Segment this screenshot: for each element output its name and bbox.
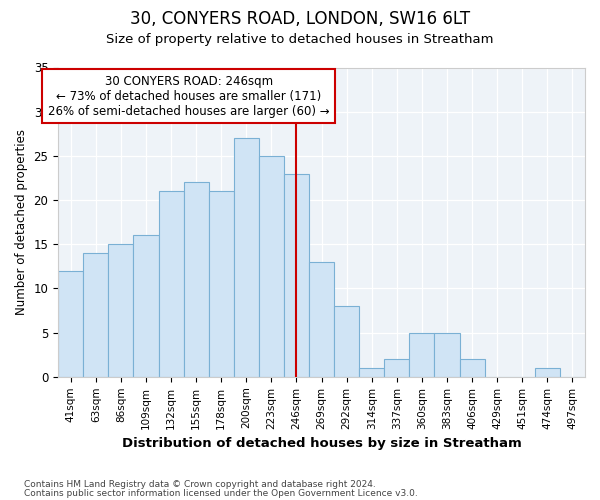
Text: Contains public sector information licensed under the Open Government Licence v3: Contains public sector information licen… <box>24 489 418 498</box>
Bar <box>535 368 560 377</box>
Bar <box>184 182 209 377</box>
Bar <box>284 174 309 377</box>
Bar <box>434 332 460 377</box>
X-axis label: Distribution of detached houses by size in Streatham: Distribution of detached houses by size … <box>122 437 521 450</box>
Bar <box>209 191 234 377</box>
Bar <box>460 359 485 377</box>
Text: 30, CONYERS ROAD, LONDON, SW16 6LT: 30, CONYERS ROAD, LONDON, SW16 6LT <box>130 10 470 28</box>
Text: 30 CONYERS ROAD: 246sqm
← 73% of detached houses are smaller (171)
26% of semi-d: 30 CONYERS ROAD: 246sqm ← 73% of detache… <box>48 74 329 118</box>
Bar <box>133 236 158 377</box>
Bar <box>384 359 409 377</box>
Bar <box>409 332 434 377</box>
Bar <box>83 253 109 377</box>
Bar <box>109 244 133 377</box>
Bar <box>234 138 259 377</box>
Bar <box>334 306 359 377</box>
Text: Size of property relative to detached houses in Streatham: Size of property relative to detached ho… <box>106 32 494 46</box>
Bar <box>359 368 384 377</box>
Y-axis label: Number of detached properties: Number of detached properties <box>15 129 28 315</box>
Bar <box>158 191 184 377</box>
Bar <box>58 271 83 377</box>
Bar <box>259 156 284 377</box>
Text: Contains HM Land Registry data © Crown copyright and database right 2024.: Contains HM Land Registry data © Crown c… <box>24 480 376 489</box>
Bar <box>309 262 334 377</box>
